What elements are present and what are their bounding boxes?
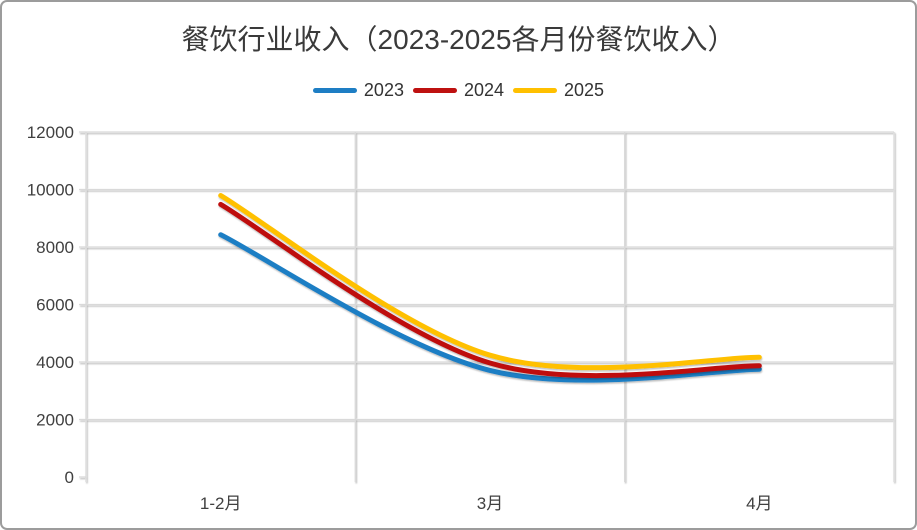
legend-swatch-icon [312, 88, 357, 93]
y-axis-label: 4000 [36, 353, 74, 372]
y-axis-label: 6000 [36, 296, 74, 315]
gridlines [79, 131, 895, 482]
legend-label: 2024 [463, 80, 505, 100]
x-axis-label: 3月 [477, 494, 503, 513]
chart-legend: 2023 2024 2025 [2, 80, 915, 101]
y-axis-label: 0 [65, 468, 74, 487]
x-axis-label: 1-2月 [200, 494, 242, 513]
chart-title: 餐饮行业收入（2023-2025各月份餐饮收入） [181, 24, 736, 55]
legend-item-2023[interactable]: 2023 [312, 80, 404, 101]
x-axis-label: 4月 [746, 494, 772, 513]
series-line-2025 [218, 193, 762, 371]
legend-item-2025[interactable]: 2025 [513, 80, 604, 101]
y-axis-label: 8000 [36, 238, 74, 257]
legend-item-2024[interactable]: 2024 [412, 80, 505, 101]
legend-swatch-icon [513, 88, 558, 93]
y-axis-label: 2000 [36, 411, 74, 430]
y-axis-label: 10000 [27, 181, 74, 200]
legend-label: 2025 [564, 80, 605, 100]
y-axis-label: 12000 [27, 123, 74, 142]
legend-label: 2023 [363, 80, 404, 100]
legend-swatch-icon [412, 88, 457, 93]
series-line-2024 [218, 201, 762, 379]
series-line-2023 [218, 232, 762, 383]
